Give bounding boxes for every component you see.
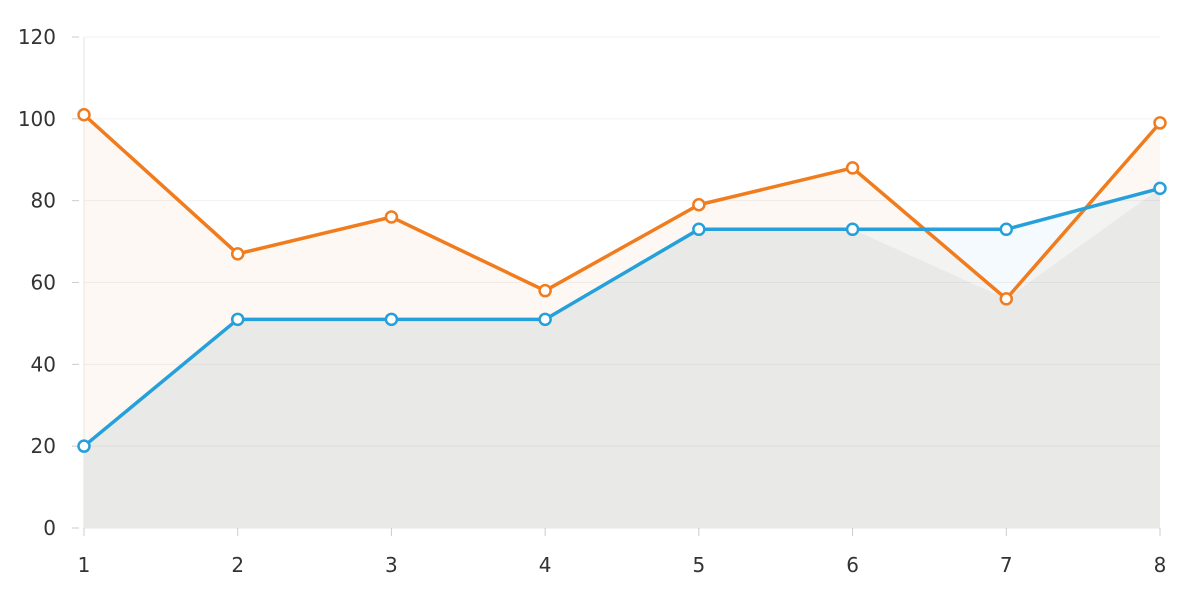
series-area bbox=[84, 114, 1160, 528]
x-tick-label: 4 bbox=[539, 553, 552, 577]
y-tick-label: 20 bbox=[31, 434, 56, 458]
data-point bbox=[1153, 116, 1167, 130]
x-tick-label: 8 bbox=[1154, 553, 1167, 577]
data-point bbox=[1153, 181, 1167, 196]
data-point bbox=[999, 222, 1014, 237]
data-point bbox=[999, 292, 1014, 306]
y-tick-label: 80 bbox=[31, 189, 56, 213]
grid-lines bbox=[84, 36, 1160, 447]
data-point bbox=[692, 198, 706, 212]
data-point bbox=[538, 283, 552, 298]
x-tick-label: 5 bbox=[692, 553, 705, 577]
series-line bbox=[82, 112, 1162, 301]
series-overlap-area bbox=[84, 188, 1160, 528]
data-point bbox=[77, 439, 91, 453]
x-tick-label: 6 bbox=[846, 553, 859, 577]
y-tick-label: 60 bbox=[31, 271, 56, 295]
data-point bbox=[384, 210, 399, 224]
data-point bbox=[845, 222, 860, 237]
data-point bbox=[230, 247, 245, 261]
x-tick-label: 7 bbox=[1000, 553, 1013, 577]
y-tick-label: 0 bbox=[43, 516, 56, 540]
series-areas bbox=[84, 114, 1160, 528]
x-tick-label: 3 bbox=[385, 553, 398, 577]
series-area bbox=[84, 188, 1160, 528]
data-point bbox=[692, 222, 706, 237]
y-tick-label: 100 bbox=[18, 107, 56, 131]
y-tick-label: 120 bbox=[18, 25, 56, 49]
series-points bbox=[77, 107, 1167, 453]
tick-labels: 0 20 40 60 80 100 120 1 2 3 4 5 6 7 8 bbox=[18, 25, 1167, 577]
x-tick-label: 2 bbox=[231, 553, 244, 577]
data-point bbox=[384, 312, 399, 327]
data-point bbox=[230, 312, 245, 327]
series-lines bbox=[82, 112, 1162, 448]
y-tick-label: 40 bbox=[31, 352, 56, 376]
data-point bbox=[77, 107, 91, 122]
data-point bbox=[845, 161, 860, 175]
x-tick-label: 1 bbox=[78, 553, 91, 577]
data-point bbox=[538, 312, 552, 327]
series-line bbox=[82, 186, 1162, 448]
